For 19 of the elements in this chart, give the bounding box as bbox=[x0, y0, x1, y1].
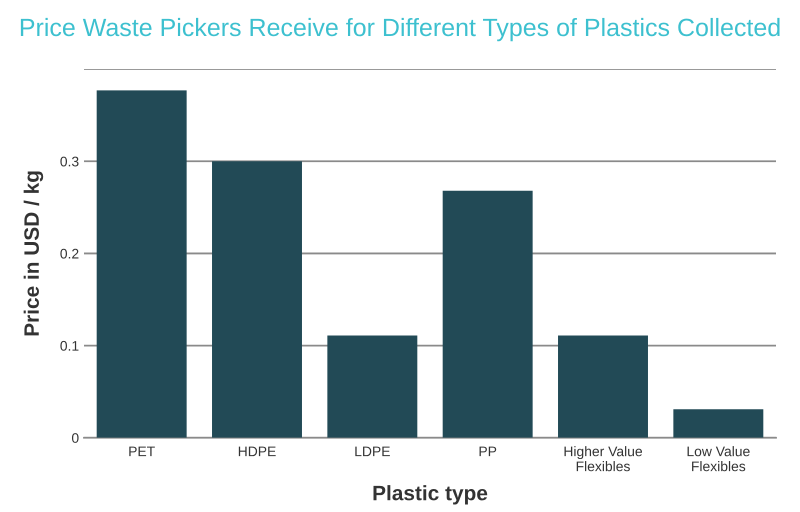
x-tick-label: PET bbox=[129, 446, 155, 456]
bar bbox=[673, 409, 764, 438]
bar bbox=[558, 335, 648, 438]
x-tick-label: HDPE bbox=[238, 446, 276, 456]
bar bbox=[212, 161, 302, 438]
bar bbox=[96, 90, 187, 438]
y-axis-title: Price in USD / kg bbox=[24, 171, 44, 336]
x-tick-label: LDPE bbox=[355, 446, 390, 456]
y-tick-label: 0 bbox=[72, 433, 79, 443]
bar bbox=[327, 335, 418, 438]
x-tick-label: Low Value Flexibles bbox=[688, 446, 750, 472]
chart-title: Price Waste Pickers Receive for Different Types of Plastics Collected bbox=[20, 18, 780, 42]
y-tick-label: 0.3 bbox=[60, 156, 79, 166]
x-axis-title: Plastic type bbox=[374, 485, 488, 505]
y-tick-label: 0.1 bbox=[60, 340, 78, 351]
bar bbox=[442, 190, 533, 438]
y-tick-label: 0.2 bbox=[60, 248, 78, 259]
x-tick-label: Higher Value Flexibles bbox=[564, 446, 642, 472]
x-tick-label: PP bbox=[480, 446, 496, 456]
